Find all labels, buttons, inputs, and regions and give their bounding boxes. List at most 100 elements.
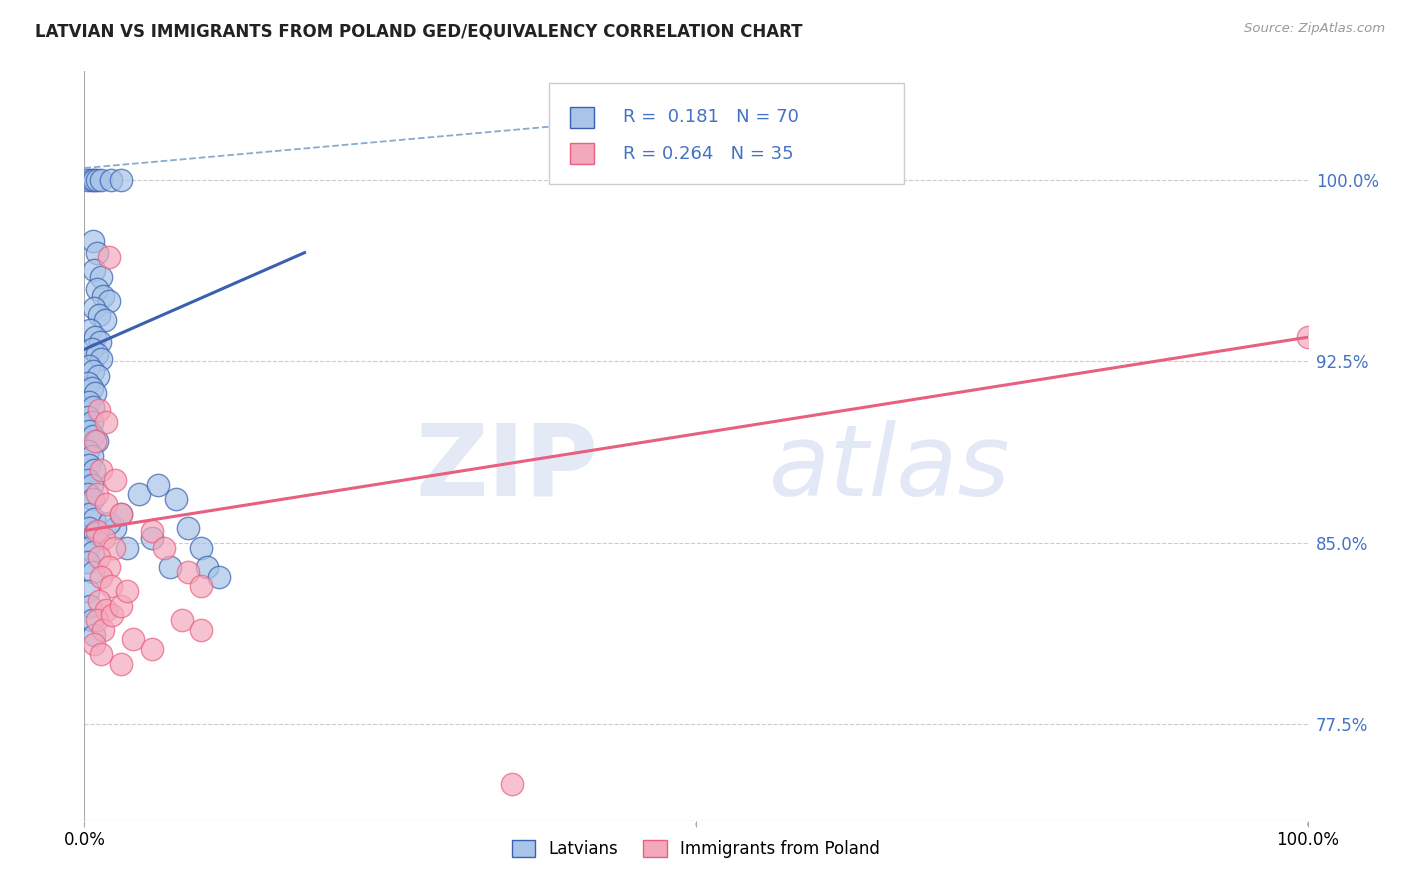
Immigrants from Poland [103, 541, 125, 555]
Text: Source: ZipAtlas.com: Source: ZipAtlas.com [1244, 22, 1385, 36]
Latvians [77, 541, 100, 555]
Latvians [208, 569, 231, 583]
Latvians [79, 323, 101, 337]
Immigrants from Poland [96, 415, 118, 429]
Immigrants from Poland [100, 579, 122, 593]
Immigrants from Poland [86, 524, 108, 538]
Latvians [82, 429, 104, 443]
Text: atlas: atlas [769, 420, 1011, 517]
Latvians [83, 511, 105, 525]
Latvians [146, 477, 169, 491]
Latvians [87, 309, 110, 323]
Latvians [80, 381, 103, 395]
Immigrants from Poland [115, 584, 138, 599]
Immigrants from Poland [177, 565, 200, 579]
Latvians [77, 473, 100, 487]
Latvians [110, 507, 132, 521]
Immigrants from Poland [110, 507, 132, 521]
Text: LATVIAN VS IMMIGRANTS FROM POLAND GED/EQUIVALENCY CORRELATION CHART: LATVIAN VS IMMIGRANTS FROM POLAND GED/EQ… [35, 22, 803, 40]
Latvians [177, 521, 200, 535]
Immigrants from Poland [97, 251, 120, 265]
Latvians [77, 507, 100, 521]
Text: R =  0.181   N = 70: R = 0.181 N = 70 [623, 108, 799, 127]
Immigrants from Poland [87, 402, 110, 417]
Latvians [82, 565, 104, 579]
Latvians [86, 173, 108, 187]
Latvians [77, 376, 100, 391]
Legend: Latvians, Immigrants from Poland: Latvians, Immigrants from Poland [505, 833, 887, 864]
Latvians [77, 359, 100, 374]
Latvians [87, 368, 110, 383]
Immigrants from Poland [190, 579, 212, 593]
Latvians [104, 521, 127, 535]
Immigrants from Poland [87, 593, 110, 607]
Latvians [94, 313, 117, 327]
Latvians [77, 443, 100, 458]
Latvians [97, 516, 120, 531]
Immigrants from Poland [87, 550, 110, 565]
Latvians [77, 425, 100, 439]
Immigrants from Poland [86, 613, 108, 627]
Latvians [80, 477, 103, 491]
Latvians [128, 487, 150, 501]
Immigrants from Poland [502, 777, 524, 791]
Text: ZIP: ZIP [415, 420, 598, 517]
Immigrants from Poland [96, 497, 118, 511]
Immigrants from Poland [97, 559, 120, 574]
Latvians [84, 526, 107, 541]
Immigrants from Poland [110, 657, 132, 671]
Immigrants from Poland [96, 603, 118, 617]
Latvians [141, 531, 163, 545]
Latvians [83, 173, 105, 187]
Immigrants from Poland [90, 463, 112, 477]
Latvians [195, 559, 218, 574]
Latvians [90, 351, 112, 366]
Latvians [84, 385, 107, 400]
Latvians [159, 559, 181, 574]
Latvians [83, 627, 105, 641]
Latvians [77, 458, 100, 473]
Immigrants from Poland [84, 434, 107, 449]
Latvians [82, 234, 104, 248]
Latvians [86, 282, 108, 296]
Immigrants from Poland [104, 473, 127, 487]
Latvians [89, 334, 111, 349]
Text: R = 0.264   N = 35: R = 0.264 N = 35 [623, 145, 793, 162]
Latvians [90, 269, 112, 284]
Immigrants from Poland [90, 647, 112, 661]
Latvians [82, 401, 104, 415]
Latvians [82, 364, 104, 378]
Latvians [90, 173, 112, 187]
Latvians [91, 289, 114, 303]
Bar [569, 107, 593, 128]
Latvians [77, 173, 100, 187]
Immigrants from Poland [141, 642, 163, 657]
Immigrants from Poland [153, 541, 176, 555]
Latvians [80, 173, 103, 187]
Latvians [77, 555, 100, 569]
Immigrants from Poland [83, 637, 105, 651]
Latvians [97, 293, 120, 308]
Latvians [80, 415, 103, 429]
Latvians [80, 449, 103, 463]
FancyBboxPatch shape [550, 83, 904, 184]
Latvians [77, 584, 100, 599]
Immigrants from Poland [122, 632, 145, 647]
Latvians [77, 521, 100, 535]
Latvians [82, 492, 104, 507]
Latvians [80, 613, 103, 627]
Latvians [79, 599, 101, 613]
Latvians [80, 343, 103, 357]
Immigrants from Poland [110, 599, 132, 613]
Latvians [86, 347, 108, 361]
Latvians [115, 541, 138, 555]
Latvians [100, 173, 122, 187]
Latvians [77, 395, 100, 409]
Latvians [77, 487, 100, 501]
Immigrants from Poland [190, 623, 212, 637]
Immigrants from Poland [86, 487, 108, 501]
Immigrants from Poland [90, 569, 112, 583]
Immigrants from Poland [101, 608, 124, 623]
Latvians [165, 492, 187, 507]
Latvians [190, 541, 212, 555]
